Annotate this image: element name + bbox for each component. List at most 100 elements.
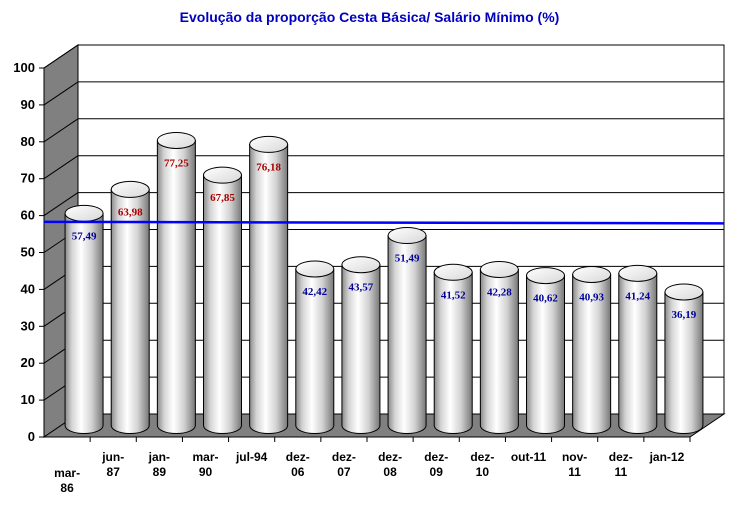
bar-top: [526, 267, 565, 285]
x-tick-label: 08: [383, 465, 397, 479]
x-tick-label: dez-: [424, 450, 448, 464]
bar: [479, 260, 519, 434]
bar: [110, 180, 150, 434]
gridline-depth: [43, 44, 79, 69]
data-label: 76,18: [256, 161, 281, 173]
bar: [249, 135, 289, 434]
reference-line: [43, 220, 725, 225]
bar-top: [433, 263, 473, 281]
bar-body: [433, 271, 473, 434]
x-tick-label: mar-: [192, 450, 218, 464]
y-tick-label: 50: [21, 245, 35, 260]
y-tick-label: 60: [21, 208, 35, 223]
bar-top: [341, 256, 381, 274]
x-tick-label: jan-12: [649, 450, 685, 464]
data-label: 42,42: [302, 286, 327, 298]
bar-top: [156, 131, 196, 149]
bar-body: [64, 212, 104, 434]
x-tick-label: 09: [430, 465, 444, 479]
y-tick-label: 90: [21, 97, 35, 112]
data-label: 57,49: [72, 230, 97, 242]
x-tick-label: dez-: [378, 450, 402, 464]
data-label: 63,98: [118, 206, 143, 218]
x-tick-label: 87: [107, 465, 121, 479]
data-label: 41,24: [625, 290, 650, 302]
bar-top: [295, 260, 335, 278]
bar: [433, 263, 473, 434]
bar-body: [479, 268, 519, 434]
y-tick-label: 100: [13, 60, 35, 75]
bar: [572, 265, 612, 434]
data-label: 41,52: [441, 289, 466, 301]
bar: [664, 283, 704, 434]
x-tick-label: 10: [476, 465, 490, 479]
x-tick-label: dez-: [286, 450, 310, 464]
bar-body: [249, 143, 289, 434]
data-label: 43,57: [349, 282, 374, 294]
data-label: 42,28: [487, 286, 512, 298]
gridline-depth: [43, 118, 79, 143]
bar-body: [664, 291, 704, 434]
bar: [526, 267, 565, 434]
bar: [387, 227, 427, 434]
bar-top: [110, 180, 150, 198]
x-tick-label: 11: [568, 465, 581, 479]
bar: [156, 131, 196, 434]
data-label: 67,85: [210, 192, 235, 204]
bar: [295, 260, 335, 434]
bar-top: [64, 204, 104, 222]
bar-body: [526, 275, 565, 434]
bar-top: [249, 135, 289, 153]
x-tick-label: dez-: [470, 450, 494, 464]
x-tick-label: dez-: [609, 450, 633, 464]
gridline-depth: [43, 192, 79, 217]
y-tick-label: 80: [21, 134, 35, 149]
bar-body: [110, 188, 150, 434]
bar-body: [295, 268, 335, 434]
x-tick-label: 07: [337, 465, 351, 479]
data-label: 77,25: [164, 157, 189, 169]
y-axis: 0 10 20 30 40 50 60 70 80 90 100: [13, 60, 45, 444]
x-tick-label: 86: [60, 481, 74, 495]
bar-body: [387, 235, 427, 434]
data-labels: 57,49 63,98 77,25 67,85 76,18 42,42 43,57 51,49…: [72, 157, 697, 321]
x-tick-label: jan-: [148, 450, 170, 464]
x-tick-label: jun-: [101, 450, 124, 464]
x-tick-label: dez-: [332, 450, 356, 464]
bar-top: [572, 265, 612, 283]
bar-body: [618, 272, 658, 434]
data-label: 40,62: [533, 293, 558, 305]
bar-top: [664, 283, 704, 301]
y-tick-label: 70: [21, 171, 35, 186]
bar-body: [341, 264, 381, 434]
y-tick-label: 0: [28, 429, 35, 444]
data-label: 51,49: [395, 253, 420, 265]
y-tick-label: 40: [21, 281, 35, 296]
x-tick-label: 90: [199, 465, 213, 479]
gridline-depth: [43, 155, 79, 180]
data-label: 40,93: [579, 291, 604, 303]
bar-body: [203, 174, 242, 434]
x-tick-label: mar-: [54, 466, 80, 480]
data-label: 36,19: [672, 309, 697, 321]
bar: [203, 166, 242, 434]
bar: [64, 204, 104, 434]
y-tick-label: 20: [21, 355, 35, 370]
chart-title: Evolução da proporção Cesta Básica/ Salá…: [179, 9, 560, 25]
x-tick-label: 06: [291, 465, 305, 479]
bar-top: [203, 166, 242, 184]
bar-series: [64, 131, 704, 434]
x-tick-label: 89: [153, 465, 167, 479]
y-tick-label: 10: [21, 392, 35, 407]
bar: [618, 264, 658, 434]
x-tick-label: nov-: [562, 450, 587, 464]
bar-top: [387, 227, 427, 245]
gridline-depth: [43, 81, 79, 106]
bar-top: [479, 260, 519, 278]
x-tick-label: 11: [614, 465, 627, 479]
bar-body: [572, 273, 612, 434]
bar-body: [156, 139, 196, 434]
bar: [341, 256, 381, 434]
